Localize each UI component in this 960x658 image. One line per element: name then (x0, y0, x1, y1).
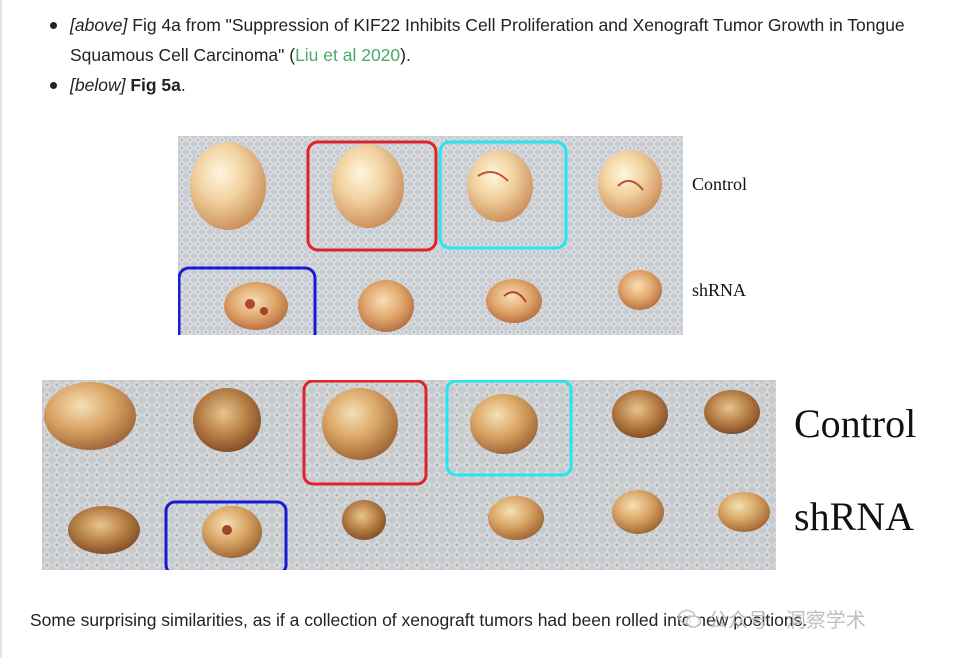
label-shrna-bottom: shRNA (794, 494, 915, 539)
bullet-text-above: Fig 4a from "Suppression of KIF22 Inhibi… (70, 15, 905, 65)
left-border (0, 0, 2, 658)
bullet-tag-below: [below] (70, 75, 126, 95)
watermark: 公众号 · 洞察学术 (678, 604, 866, 633)
bullet-text-after-link: ). (400, 45, 411, 65)
tumor-photo-top-image (178, 136, 683, 335)
citation-link[interactable]: Liu et al 2020 (295, 45, 401, 65)
bullet-list: [above] Fig 4a from "Suppression of KIF2… (50, 10, 930, 100)
bullet-tag-above: [above] (70, 15, 128, 35)
label-shrna-top: shRNA (692, 280, 747, 300)
bullet-item-below: [below] Fig 5a. (50, 70, 930, 100)
label-control-bottom: Control (794, 401, 917, 446)
caption-text: Some surprising similarities, as if a co… (30, 610, 808, 630)
tumor-photo-bottom-image (42, 380, 776, 570)
label-control-top: Control (692, 174, 748, 194)
watermark-text: 公众号 · 洞察学术 (708, 610, 866, 632)
tumor-photo-top (178, 136, 683, 335)
tumor-photo-bottom (42, 380, 776, 570)
bullet-text-period: . (180, 75, 186, 95)
wechat-icon (678, 609, 702, 628)
bullet-item-above: [above] Fig 4a from "Suppression of KIF2… (50, 10, 930, 70)
figure-reference: Fig 5a (130, 75, 181, 95)
